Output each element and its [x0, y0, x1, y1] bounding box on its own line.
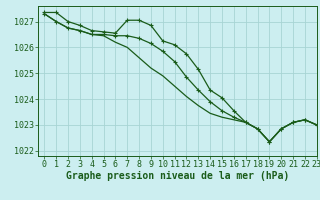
X-axis label: Graphe pression niveau de la mer (hPa): Graphe pression niveau de la mer (hPa) [66, 171, 289, 181]
